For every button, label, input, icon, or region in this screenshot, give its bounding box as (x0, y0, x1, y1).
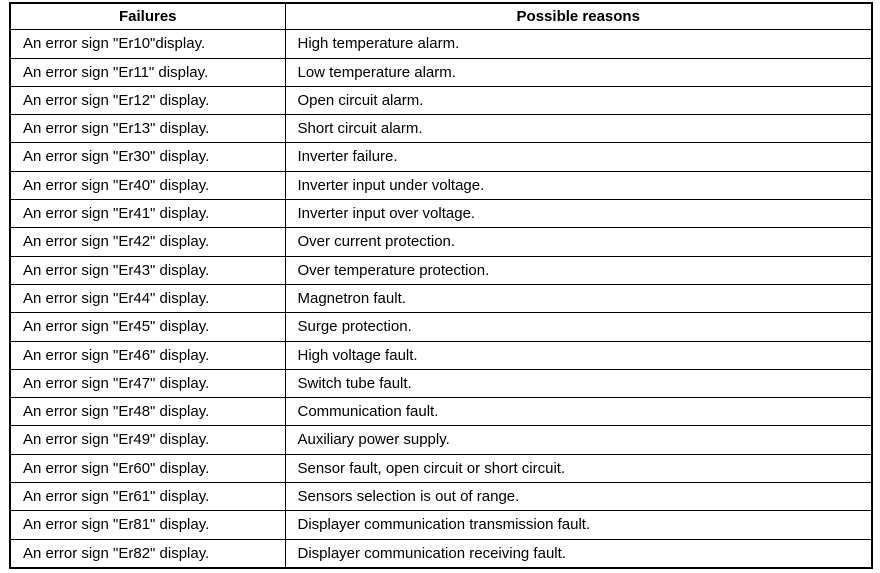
failure-cell: An error sign "Er43" display. (9, 255, 286, 285)
table-row: An error sign "Er42" display. Over curren… (9, 227, 873, 257)
reason-cell: Displayer communication transmission fau… (284, 510, 873, 540)
reason-cell: Over temperature protection. (284, 255, 873, 285)
failure-cell: An error sign "Er40" display. (9, 170, 286, 201)
reason-cell: Auxiliary power supply. (284, 425, 873, 455)
failure-cell: An error sign "Er60" display. (9, 453, 286, 484)
table-row: An error sign "Er61" display. Sensors sel… (9, 481, 873, 512)
table-row: An error sign "Er44" display. Magnetron f… (9, 283, 873, 314)
failure-cell: An error sign "Er13" display. (9, 114, 286, 144)
table-row: An error sign "Er30" display. Inverter fa… (9, 142, 873, 172)
reason-cell: Short circuit alarm. (284, 114, 873, 144)
reason-cell: Open circuit alarm. (284, 85, 873, 116)
table-row: An error sign "Er60" display. Sensor faul… (9, 453, 873, 484)
failure-cell: An error sign "Er49" display. (9, 425, 286, 455)
reason-cell: Inverter failure. (284, 142, 873, 172)
header-row: Failures Possible reasons (9, 2, 873, 31)
reason-cell: Sensors selection is out of range. (284, 481, 873, 512)
reason-cell: Inverter input over voltage. (284, 199, 873, 229)
failure-cell: An error sign "Er42" display. (9, 227, 286, 257)
reason-cell: Low temperature alarm. (284, 57, 873, 87)
reason-cell: Surge protection. (284, 312, 873, 342)
table-row: An error sign "Er81" display. Displayer c… (9, 510, 873, 540)
reason-cell: Magnetron fault. (284, 283, 873, 314)
table-row: An error sign "Er82" display. Displayer c… (9, 538, 873, 569)
reason-cell: Over current protection. (284, 227, 873, 257)
error-code-table: Failures Possible reasons An error sign … (9, 2, 873, 569)
reason-cell: Switch tube fault. (284, 368, 873, 399)
table-row: An error sign "Er47" display. Switch tube… (9, 368, 873, 399)
failure-cell: An error sign "Er81" display. (9, 510, 286, 540)
table-row: An error sign "Er43" display. Over temper… (9, 255, 873, 285)
column-header-possible-reasons: Possible reasons (284, 2, 873, 31)
table-row: An error sign "Er40" display. Inverter in… (9, 170, 873, 201)
failure-cell: An error sign "Er47" display. (9, 368, 286, 399)
table-row: An error sign "Er13" display. Short circu… (9, 114, 873, 144)
table-row: An error sign "Er45" display. Surge prote… (9, 312, 873, 342)
table-row: An error sign "Er46" display. High voltag… (9, 340, 873, 370)
failure-cell: An error sign "Er12" display. (9, 85, 286, 116)
table-row: An error sign "Er10"display. High tempera… (9, 29, 873, 59)
reason-cell: High voltage fault. (284, 340, 873, 370)
failure-cell: An error sign "Er41" display. (9, 199, 286, 229)
failure-cell: An error sign "Er44" display. (9, 283, 286, 314)
table-row: An error sign "Er12" display. Open circui… (9, 85, 873, 116)
column-header-failures: Failures (9, 2, 286, 31)
failure-cell: An error sign "Er45" display. (9, 312, 286, 342)
failure-cell: An error sign "Er11" display. (9, 57, 286, 87)
reason-cell: Displayer communication receiving fault. (284, 538, 873, 569)
reason-cell: Inverter input under voltage. (284, 170, 873, 201)
failure-cell: An error sign "Er82" display. (9, 538, 286, 569)
failure-cell: An error sign "Er48" display. (9, 397, 286, 427)
table-row: An error sign "Er49" display. Auxiliary p… (9, 425, 873, 455)
failure-cell: An error sign "Er46" display. (9, 340, 286, 370)
reason-cell: Sensor fault, open circuit or short circ… (284, 453, 873, 484)
table-row: An error sign "Er48" display. Communicati… (9, 397, 873, 427)
table-row: An error sign "Er11" display. Low tempera… (9, 57, 873, 87)
reason-cell: Communication fault. (284, 397, 873, 427)
reason-cell: High temperature alarm. (284, 29, 873, 59)
failure-cell: An error sign "Er30" display. (9, 142, 286, 172)
failure-cell: An error sign "Er61" display. (9, 481, 286, 512)
table-row: An error sign "Er41" display. Inverter in… (9, 199, 873, 229)
failure-cell: An error sign "Er10"display. (9, 29, 286, 59)
